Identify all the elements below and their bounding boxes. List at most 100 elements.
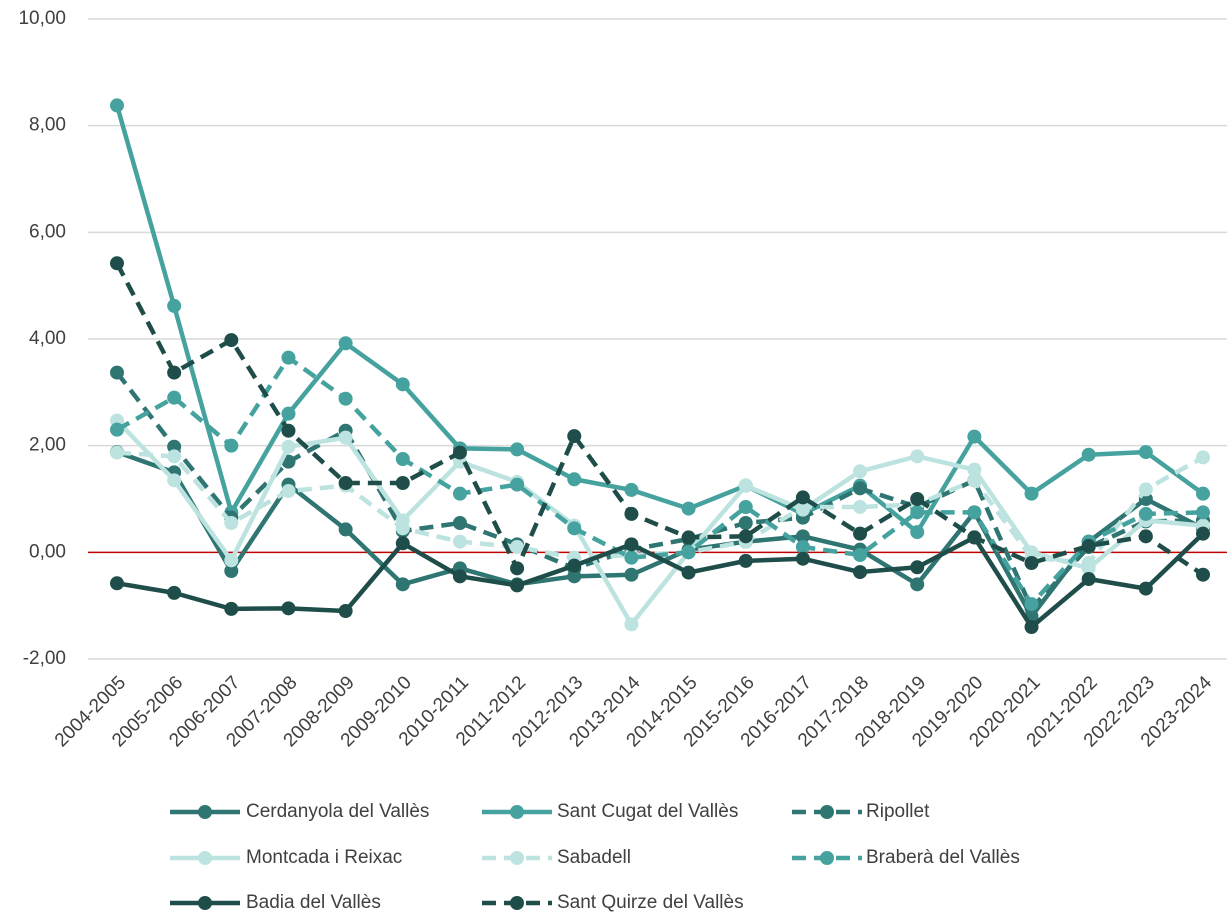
point [338,430,353,445]
point [110,422,124,437]
point [738,553,753,568]
point [281,484,296,498]
point [1196,567,1210,582]
point [624,506,639,521]
point [853,565,868,580]
y-tick-label: 8,00 [29,115,66,136]
point [967,505,982,520]
point [167,449,182,464]
point [510,477,525,492]
legend-label: Ripollet [866,801,930,822]
point [281,601,296,616]
point [110,445,124,460]
point [338,391,353,406]
point [167,298,182,313]
point [910,505,925,520]
point [1024,486,1039,501]
point [224,553,239,568]
point [910,449,925,464]
point [795,490,810,505]
point [853,500,868,514]
point [1138,445,1153,460]
legend-marker [510,896,524,910]
point [910,560,925,575]
series-line [115,355,1204,607]
point [167,473,182,488]
series-line [115,419,1204,627]
point [624,567,639,582]
point [681,565,696,580]
point [1081,556,1096,570]
point [853,548,868,562]
point [224,438,239,453]
point [110,365,124,380]
legend-label: Badia del Vallès [246,892,381,913]
point [452,516,467,530]
point [1138,506,1153,521]
legend-marker [198,805,212,819]
series-line [115,262,1205,577]
point [510,578,525,593]
point [624,617,639,632]
point [281,350,296,365]
y-tick-label: 6,00 [29,221,66,242]
point [967,429,982,444]
legend-marker [510,805,524,819]
point [681,530,696,545]
point [1196,526,1210,541]
point [910,577,925,592]
legend-marker [198,896,212,910]
point [167,365,182,380]
point [224,333,239,348]
point [110,256,124,271]
point [1196,450,1210,465]
point [281,439,296,454]
point [510,442,525,457]
point [853,526,868,541]
y-tick-label: -2,00 [23,648,66,669]
point [395,377,410,392]
point [1081,447,1096,462]
point [281,423,296,438]
legend-label: Sant Quirze del Vallès [557,892,744,913]
legend-label: Braberà del Vallès [866,847,1020,868]
point [338,604,353,618]
point [395,536,410,551]
point [224,516,239,530]
point [853,481,868,496]
point [567,429,582,444]
point [395,452,410,466]
y-tick-label: 4,00 [29,328,66,349]
point [738,500,753,514]
point [1138,482,1153,497]
point [910,525,925,540]
point [1024,556,1039,570]
legend-marker [820,851,834,865]
point [1196,486,1210,501]
point [110,98,124,113]
point [738,529,753,544]
point [967,530,982,545]
legend-label: Sant Cugat del Vallès [557,801,738,822]
point [567,558,582,573]
point [1196,505,1210,520]
legend-marker [510,851,524,865]
point [395,476,410,490]
point [910,492,925,506]
series-line [116,449,1205,619]
legend-label: Montcada i Reixac [246,847,402,868]
point [452,445,467,460]
point [224,564,239,578]
point [1024,620,1039,634]
y-tick-label: 0,00 [29,541,66,562]
point [795,500,810,514]
point [795,540,810,554]
point [452,534,467,549]
series-line [115,371,1204,611]
point [681,545,696,560]
point [167,439,182,454]
point [567,521,582,536]
point [395,577,410,592]
legend-label: Cerdanyola del Vallès [246,801,429,822]
